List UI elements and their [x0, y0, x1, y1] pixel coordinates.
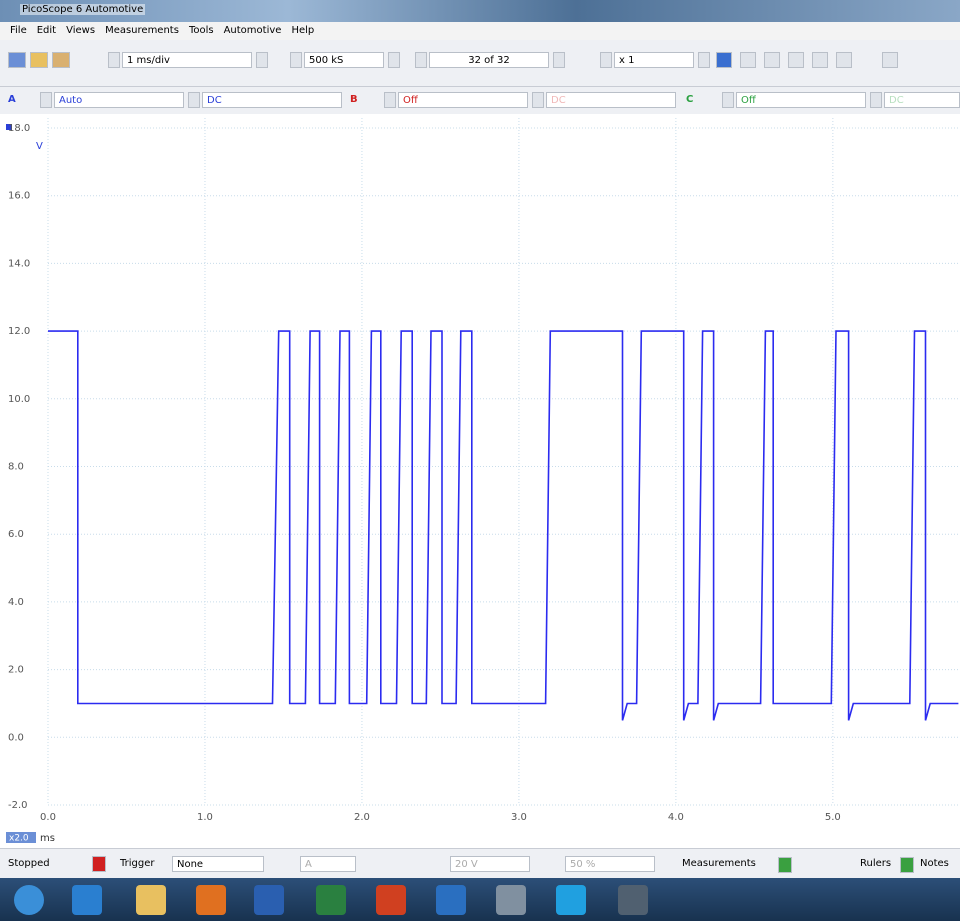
- start-button[interactable]: [14, 885, 44, 915]
- zoom-select[interactable]: x 1: [614, 52, 694, 68]
- prev-button[interactable]: [108, 52, 120, 68]
- x-tick-label: 4.0: [668, 812, 684, 823]
- y-tick-label: -2.0: [8, 800, 28, 811]
- coupling-select[interactable]: DC: [884, 92, 960, 108]
- range-select[interactable]: Auto: [54, 92, 184, 108]
- prev-button[interactable]: [40, 92, 52, 108]
- taskbar-icon[interactable]: [254, 885, 284, 915]
- range-select[interactable]: Off: [398, 92, 528, 108]
- taskbar-icon[interactable]: [316, 885, 346, 915]
- tool-button[interactable]: [836, 52, 852, 68]
- chart: V x2.0 ms -2.0 0.0 2.0 4.0 6.0 8.0 10.0 12.0 14.…: [0, 114, 960, 848]
- y-axis-label: V: [36, 141, 43, 152]
- prev-button[interactable]: [290, 52, 302, 68]
- coupling-select[interactable]: DC: [202, 92, 342, 108]
- tool-button[interactable]: [30, 52, 48, 68]
- status-bar: Stopped Trigger None A 20 V 50 % Measure…: [0, 848, 960, 879]
- add-button[interactable]: [900, 857, 914, 873]
- scope-view: V x2.0 ms -2.0 0.0 2.0 4.0 6.0 8.0 10.0 12.0 14.…: [0, 114, 960, 848]
- channel-name: B: [350, 94, 358, 105]
- run-state: Stopped: [8, 858, 50, 869]
- taskbar-icon[interactable]: [496, 885, 526, 915]
- x-axis-label: ms: [40, 833, 55, 844]
- measurements-button[interactable]: Measurements: [682, 858, 756, 869]
- taskbar-icon[interactable]: [136, 885, 166, 915]
- y-tick-label: 0.0: [8, 732, 24, 743]
- stop-button[interactable]: [92, 856, 106, 872]
- prev-button[interactable]: [722, 92, 734, 108]
- pre-trigger[interactable]: 50 %: [565, 856, 655, 872]
- tool-button[interactable]: [52, 52, 70, 68]
- menu-item[interactable]: Automotive: [224, 25, 282, 36]
- y-tick-label: 6.0: [8, 529, 24, 540]
- next-button[interactable]: [532, 92, 544, 108]
- tool-button[interactable]: [740, 52, 756, 68]
- samples-select[interactable]: 500 kS: [304, 52, 384, 68]
- menu-item[interactable]: Help: [291, 25, 314, 36]
- tool-button[interactable]: [8, 52, 26, 68]
- x-tick-label: 5.0: [825, 812, 841, 823]
- prev-button[interactable]: [415, 52, 427, 68]
- next-button[interactable]: [553, 52, 565, 68]
- menu-item[interactable]: Views: [66, 25, 95, 36]
- toolbar: 1 ms/div 500 kS 32 of 32 x 1: [0, 40, 960, 87]
- prev-button[interactable]: [600, 52, 612, 68]
- x-tick-label: 3.0: [511, 812, 527, 823]
- title-bar: PicoScope 6 Automotive: [0, 0, 960, 22]
- coupling-select[interactable]: DC: [546, 92, 676, 108]
- channel-name: C: [686, 94, 693, 105]
- next-button[interactable]: [256, 52, 268, 68]
- add-button[interactable]: [778, 857, 792, 873]
- next-button[interactable]: [870, 92, 882, 108]
- y-tick-label: 4.0: [8, 597, 24, 608]
- timebase-select[interactable]: 1 ms/div: [122, 52, 252, 68]
- tool-button[interactable]: [812, 52, 828, 68]
- y-tick-label: 10.0: [8, 394, 30, 405]
- x-tick-label: 1.0: [197, 812, 213, 823]
- range-select[interactable]: Off: [736, 92, 866, 108]
- taskbar-icon[interactable]: [72, 885, 102, 915]
- tool-button[interactable]: [882, 52, 898, 68]
- next-button[interactable]: [188, 92, 200, 108]
- trigger-mode[interactable]: None: [172, 856, 264, 872]
- window-title: PicoScope 6 Automotive: [20, 4, 145, 15]
- taskbar-icon[interactable]: [556, 885, 586, 915]
- menu-item[interactable]: File: [10, 25, 27, 36]
- y-tick-label: 14.0: [8, 258, 30, 269]
- taskbar-icon[interactable]: [618, 885, 648, 915]
- taskbar-icon[interactable]: [196, 885, 226, 915]
- tool-button[interactable]: [788, 52, 804, 68]
- x-tick-label: 0.0: [40, 812, 56, 823]
- menu-item[interactable]: Tools: [189, 25, 214, 36]
- menu-item[interactable]: Edit: [37, 25, 56, 36]
- tool-button[interactable]: [716, 52, 732, 68]
- y-tick-label: 18.0: [8, 123, 30, 134]
- y-tick-label: 12.0: [8, 326, 30, 337]
- next-button[interactable]: [698, 52, 710, 68]
- taskbar: [0, 878, 960, 921]
- taskbar-icon[interactable]: [436, 885, 466, 915]
- notes-button[interactable]: Notes: [920, 858, 949, 869]
- x-tick-label: 2.0: [354, 812, 370, 823]
- rulers-button[interactable]: Rulers: [860, 858, 891, 869]
- buffer-index[interactable]: 32 of 32: [429, 52, 549, 68]
- channel-bar: A Auto DC B Off DC C Off DC: [0, 87, 960, 115]
- next-button[interactable]: [388, 52, 400, 68]
- picoscope-window: PicoScope 6 Automotive File Edit Views Meas…: [0, 0, 960, 921]
- menu-item[interactable]: Measurements: [105, 25, 179, 36]
- tool-button[interactable]: [764, 52, 780, 68]
- trace: [48, 331, 958, 720]
- prev-button[interactable]: [384, 92, 396, 108]
- y-tick-label: 16.0: [8, 191, 30, 202]
- x-scale-label: x2.0: [9, 834, 29, 844]
- channel-name: A: [8, 94, 16, 105]
- trigger-label: Trigger: [120, 858, 155, 869]
- trigger-source[interactable]: A: [300, 856, 356, 872]
- y-tick-label: 2.0: [8, 665, 24, 676]
- y-tick-label: 8.0: [8, 462, 24, 473]
- menu-bar: File Edit Views Measurements Tools Automotive…: [0, 22, 960, 40]
- threshold[interactable]: 20 V: [450, 856, 530, 872]
- taskbar-icon[interactable]: [376, 885, 406, 915]
